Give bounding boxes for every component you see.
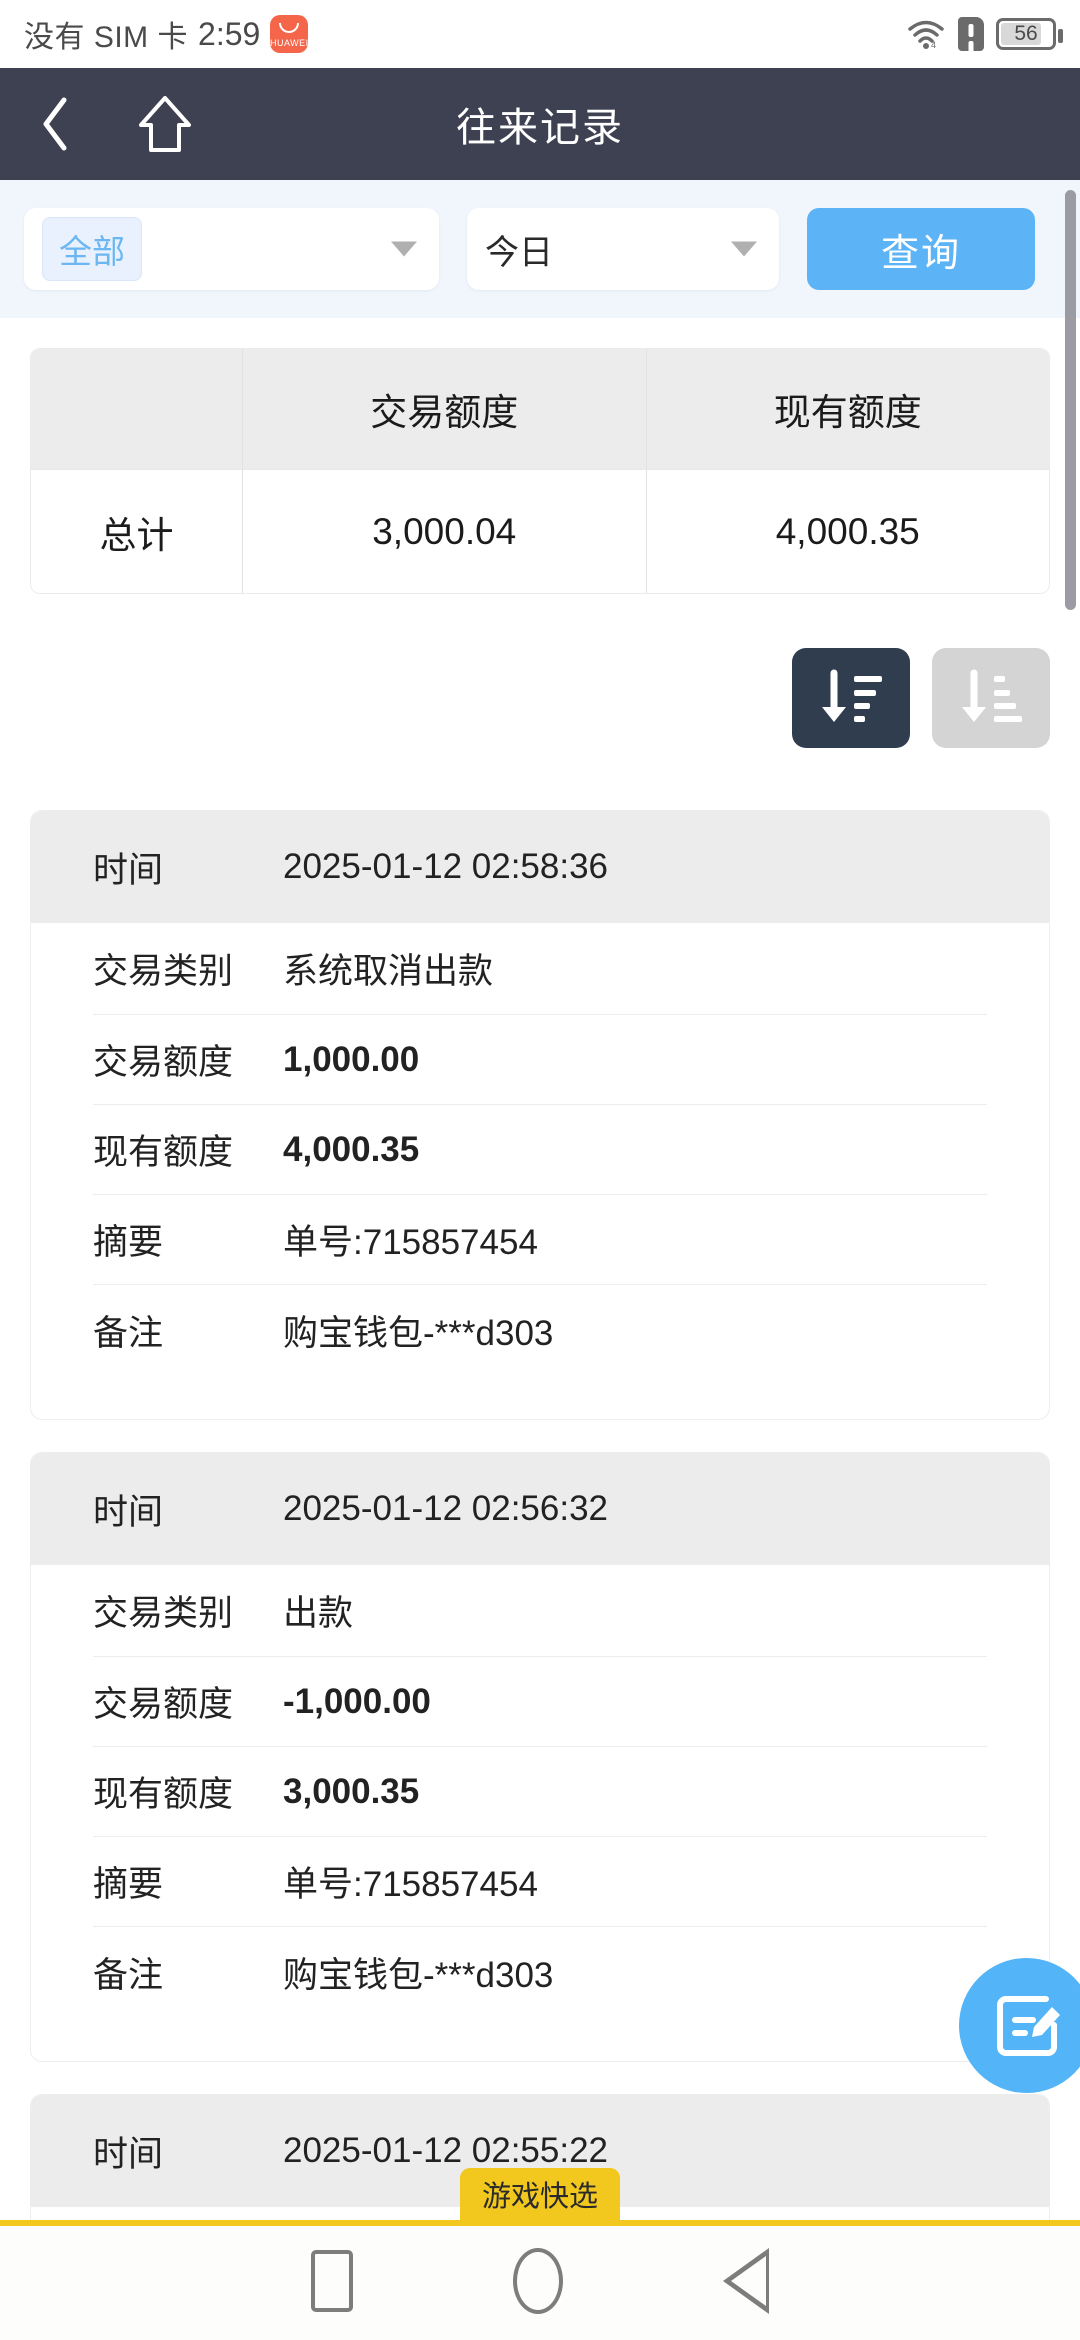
record-amount-value: -1,000.00 (283, 1681, 431, 1721)
recents-square-icon[interactable] (311, 2250, 353, 2312)
summary-header-balance: 现有额度 (773, 392, 922, 433)
summary-header-blank (31, 349, 243, 469)
record-header: 时间 2025-01-12 02:58:36 (31, 811, 1049, 923)
app-navbar: 往来记录 (0, 68, 1080, 180)
home-button[interactable] (110, 68, 220, 180)
record-balance-row: 现有额度 4,000.35 (93, 1105, 987, 1195)
home-circle-icon[interactable] (513, 2248, 563, 2314)
summary-total-row: 总计 3,000.04 4,000.35 (31, 469, 1049, 593)
type-select-value: 全部 (42, 217, 142, 281)
record-remark-row: 备注 购宝钱包-***d303 (93, 1285, 987, 1375)
svg-text:4: 4 (931, 40, 936, 50)
sort-ascending-icon (962, 669, 1022, 722)
record-body: 交易类别 系统取消出款 交易额度 1,000.00 现有额度 4,000.35 … (31, 923, 1049, 1375)
record-summary-row: 摘要 单号:715857454 (93, 1837, 987, 1927)
status-bar: 没有 SIM 卡 2:59 HUAWEI 4 56 (0, 0, 1080, 68)
summary-total-transaction: 3,000.04 (243, 469, 647, 593)
status-bar-left: 没有 SIM 卡 2:59 HUAWEI (24, 12, 309, 56)
record-amount-label: 交易额度 (93, 1685, 234, 1724)
record-category-row: 交易类别 出款 (93, 1565, 987, 1657)
compose-fab-button[interactable] (959, 1958, 1080, 2093)
record-remark-label: 备注 (93, 1313, 164, 1353)
battery-icon: 56 (996, 18, 1063, 50)
sort-ascending-button[interactable] (932, 648, 1050, 748)
record-balance-row: 现有额度 3,000.35 (93, 1747, 987, 1837)
record-remark-value: 购宝钱包-***d303 (283, 1313, 554, 1353)
record-card[interactable]: 时间 2025-01-12 02:58:36 交易类别 系统取消出款 交易额度 … (30, 810, 1050, 1420)
card-bottom-padding (31, 2017, 1049, 2061)
query-button[interactable]: 查询 (807, 208, 1035, 290)
record-header: 时间 2025-01-12 02:56:32 (31, 1453, 1049, 1565)
record-summary-label: 摘要 (93, 1865, 164, 1904)
note-edit-icon (996, 1995, 1060, 2056)
android-navigation-bar (0, 2222, 1080, 2340)
record-remark-row: 备注 购宝钱包-***d303 (93, 1927, 987, 2017)
sort-descending-icon (822, 669, 882, 722)
record-summary-value: 单号:715857454 (283, 1865, 538, 1904)
record-time-value: 2025-01-12 02:56:32 (283, 1489, 608, 1528)
back-triangle-icon[interactable] (723, 2248, 769, 2314)
records-list: 时间 2025-01-12 02:58:36 交易类别 系统取消出款 交易额度 … (0, 810, 1080, 2332)
back-button[interactable] (0, 68, 110, 180)
battery-percent: 56 (1014, 22, 1038, 45)
record-time-label: 时间 (93, 850, 164, 890)
summary-total-balance: 4,000.35 (646, 469, 1049, 593)
carrier-label: 没有 SIM 卡 (24, 21, 189, 54)
record-balance-value: 3,000.35 (283, 1771, 420, 1811)
record-category-label: 交易类别 (93, 1594, 234, 1633)
chevron-down-icon (731, 241, 757, 257)
record-amount-row: 交易额度 -1,000.00 (93, 1657, 987, 1747)
wifi-icon: 4 (906, 18, 946, 50)
record-balance-label: 现有额度 (93, 1775, 234, 1814)
summary-total-label: 总计 (31, 469, 243, 593)
record-category-label: 交易类别 (93, 952, 234, 991)
date-range-value: 今日 (485, 233, 553, 272)
record-amount-row: 交易额度 1,000.00 (93, 1015, 987, 1105)
game-quick-select-tab[interactable]: 游戏快选 (460, 2168, 620, 2220)
filter-bar: 全部 今日 查询 (0, 180, 1080, 318)
record-balance-label: 现有额度 (93, 1133, 234, 1172)
record-amount-label: 交易额度 (93, 1043, 234, 1082)
clock-label: 2:59 (198, 15, 261, 52)
home-icon (139, 96, 191, 152)
record-category-value: 系统取消出款 (283, 952, 494, 991)
record-category-value: 出款 (283, 1594, 354, 1633)
record-summary-row: 摘要 单号:715857454 (93, 1195, 987, 1285)
summary-table: 交易额度 现有额度 总计 3,000.04 4,000.35 (30, 348, 1050, 594)
chevron-down-icon (391, 241, 417, 257)
overlay-divider (0, 2220, 1080, 2226)
record-card[interactable]: 时间 2025-01-12 02:56:32 交易类别 出款 交易额度 -1,0… (30, 1452, 1050, 2062)
card-bottom-padding (31, 1375, 1049, 1419)
huawei-badge-icon: HUAWEI (270, 15, 309, 53)
sort-toolbar (0, 648, 1080, 748)
record-time-value: 2025-01-12 02:55:22 (283, 2131, 608, 2170)
sim-alert-icon (958, 17, 984, 51)
chevron-left-icon (43, 97, 67, 151)
record-remark-value: 购宝钱包-***d303 (283, 1955, 554, 1995)
date-range-select[interactable]: 今日 (467, 208, 779, 290)
record-balance-value: 4,000.35 (283, 1129, 420, 1169)
record-time-label: 时间 (93, 1492, 164, 1532)
vertical-scrollbar[interactable] (1065, 190, 1076, 610)
record-time-label: 时间 (93, 2134, 164, 2174)
record-summary-value: 单号:715857454 (283, 1223, 538, 1262)
record-remark-label: 备注 (93, 1955, 164, 1995)
record-category-row: 交易类别 系统取消出款 (93, 923, 987, 1015)
summary-header-row: 交易额度 现有额度 (31, 349, 1049, 469)
summary-header-transaction: 交易额度 (243, 349, 647, 469)
record-time-value: 2025-01-12 02:58:36 (283, 847, 608, 886)
record-body: 交易类别 出款 交易额度 -1,000.00 现有额度 3,000.35 摘要 … (31, 1565, 1049, 2017)
record-amount-value: 1,000.00 (283, 1039, 420, 1079)
status-bar-right: 4 56 (906, 17, 1063, 51)
type-select[interactable]: 全部 (24, 208, 439, 290)
sort-descending-button[interactable] (792, 648, 910, 748)
record-summary-label: 摘要 (93, 1223, 164, 1262)
